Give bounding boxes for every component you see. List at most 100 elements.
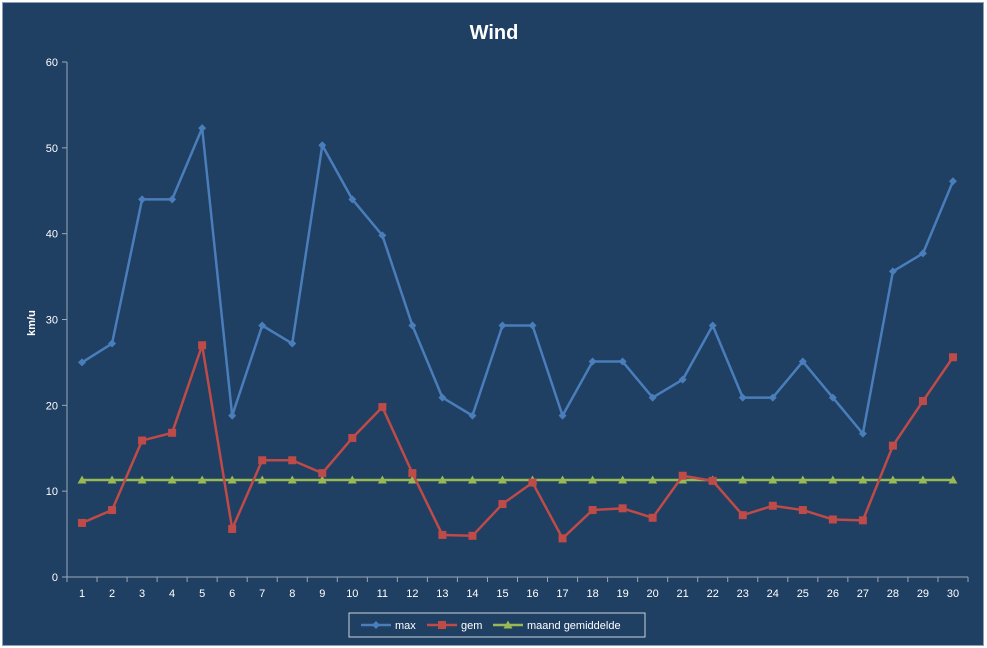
x-tick-label: 13 xyxy=(436,588,448,600)
data-point-max xyxy=(258,321,267,330)
y-tick-label: 10 xyxy=(46,486,58,498)
x-tick-label: 9 xyxy=(319,588,325,600)
data-point-gem xyxy=(858,516,867,525)
data-point-max xyxy=(768,393,777,402)
x-tick-label: 26 xyxy=(827,588,839,600)
data-point-maand-gemiddelde xyxy=(107,475,117,484)
data-point-maand-gemiddelde xyxy=(558,475,568,484)
y-tick-label: 40 xyxy=(46,229,58,241)
data-point-max xyxy=(198,124,207,133)
x-tick-label: 25 xyxy=(797,588,809,600)
x-tick-label: 22 xyxy=(707,588,719,600)
data-point-gem xyxy=(498,500,507,509)
x-tick-label: 21 xyxy=(677,588,689,600)
data-point-maand-gemiddelde xyxy=(347,475,357,484)
data-point-gem xyxy=(168,428,177,437)
data-point-maand-gemiddelde xyxy=(77,475,87,484)
data-point-gem xyxy=(828,515,837,524)
data-point-gem xyxy=(708,476,717,485)
data-point-maand-gemiddelde xyxy=(287,475,297,484)
data-point-gem xyxy=(528,478,537,487)
legend-item-maand-gemiddelde: maand gemiddelde xyxy=(493,620,621,632)
legend-label: maand gemiddelde xyxy=(527,620,621,632)
data-point-maand-gemiddelde xyxy=(197,475,207,484)
x-tick-label: 15 xyxy=(496,588,508,600)
x-tick-label: 23 xyxy=(737,588,749,600)
x-tick-label: 10 xyxy=(346,588,358,600)
data-point-max xyxy=(828,393,837,402)
data-point-max xyxy=(408,321,417,330)
data-point-max xyxy=(588,357,597,366)
data-point-maand-gemiddelde xyxy=(828,475,838,484)
x-tick-label: 11 xyxy=(377,588,388,600)
y-tick-label: 20 xyxy=(46,400,58,412)
data-point-gem xyxy=(888,441,897,450)
series-max xyxy=(78,124,957,438)
data-point-max xyxy=(738,393,747,402)
series-line-gem xyxy=(81,344,955,540)
data-point-gem xyxy=(588,506,597,515)
data-point-max xyxy=(288,339,297,348)
data-point-maand-gemiddelde xyxy=(497,475,507,484)
data-point-max xyxy=(888,267,897,276)
series-gem xyxy=(78,341,957,543)
y-axis-label: km/u xyxy=(26,310,38,336)
x-tick-label: 1 xyxy=(79,588,85,600)
data-point-max xyxy=(678,375,687,384)
legend-box xyxy=(348,612,646,638)
data-point-maand-gemiddelde xyxy=(257,475,267,484)
legend-item-gem: gem xyxy=(427,620,482,632)
data-point-max xyxy=(708,321,717,330)
data-point-max xyxy=(618,357,627,366)
data-point-gem xyxy=(618,504,627,513)
data-point-max xyxy=(918,249,927,258)
data-point-gem xyxy=(918,397,927,406)
y-tick-label: 30 xyxy=(46,315,58,327)
data-point-gem xyxy=(198,341,207,350)
data-point-gem xyxy=(648,513,657,522)
x-tick-label: 18 xyxy=(586,588,598,600)
y-tick-label: 0 xyxy=(52,572,58,584)
x-tick-label: 29 xyxy=(917,588,929,600)
chart-title: Wind xyxy=(470,22,519,44)
data-point-maand-gemiddelde xyxy=(437,475,447,484)
series-line-max xyxy=(81,126,955,435)
data-point-max xyxy=(648,393,657,402)
x-tick-label: 7 xyxy=(259,588,265,600)
legend-swatch-marker xyxy=(503,620,513,629)
legend-swatch-marker xyxy=(438,621,446,629)
data-point-maand-gemiddelde xyxy=(618,475,628,484)
data-point-max xyxy=(78,358,87,367)
data-point-maand-gemiddelde xyxy=(167,475,177,484)
data-point-maand-gemiddelde xyxy=(888,475,898,484)
x-tick-label: 4 xyxy=(169,588,175,600)
data-point-maand-gemiddelde xyxy=(137,475,147,484)
data-point-maand-gemiddelde xyxy=(798,475,808,484)
data-point-max xyxy=(228,411,237,420)
data-point-maand-gemiddelde xyxy=(948,475,958,484)
data-point-gem xyxy=(348,433,357,442)
data-point-gem xyxy=(438,530,447,539)
data-point-maand-gemiddelde xyxy=(317,475,327,484)
data-point-gem xyxy=(378,403,387,412)
x-tick-label: 28 xyxy=(887,588,899,600)
data-point-max xyxy=(498,321,507,330)
data-point-max xyxy=(468,411,477,420)
data-point-maand-gemiddelde xyxy=(918,475,928,484)
data-point-max xyxy=(378,231,387,240)
legend-label: gem xyxy=(461,620,482,632)
data-point-max xyxy=(348,195,357,204)
data-point-max xyxy=(798,357,807,366)
data-point-gem xyxy=(258,456,267,465)
data-point-maand-gemiddelde xyxy=(588,475,598,484)
data-point-gem xyxy=(468,531,477,540)
data-point-max xyxy=(168,195,177,204)
data-point-max xyxy=(948,177,957,186)
x-tick-label: 20 xyxy=(647,588,659,600)
x-tick-label: 3 xyxy=(139,588,145,600)
y-tick-label: 50 xyxy=(46,143,58,155)
data-point-gem xyxy=(288,456,297,465)
data-point-gem xyxy=(108,506,117,515)
